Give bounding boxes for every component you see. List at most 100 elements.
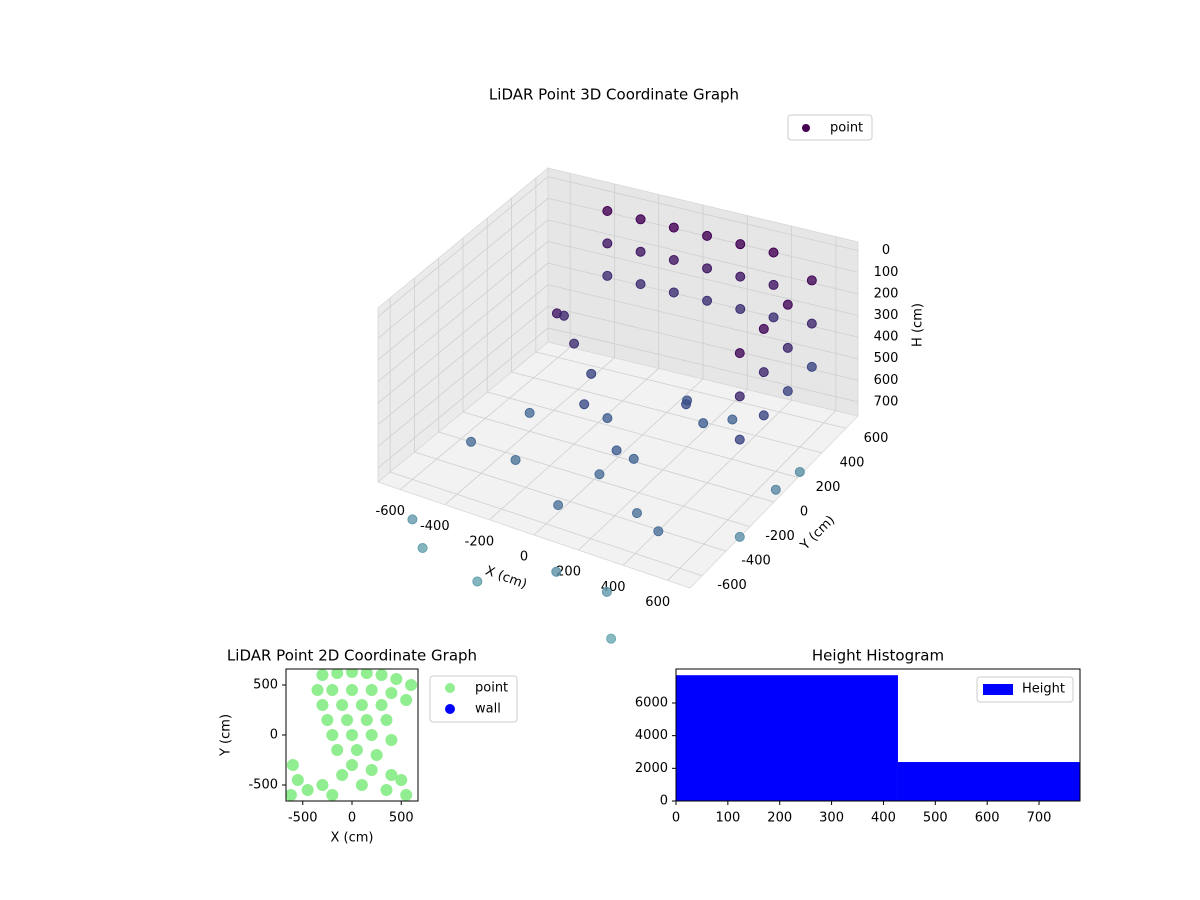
point [316, 699, 329, 711]
z-tick-label: 600 [874, 373, 899, 388]
point [602, 270, 613, 281]
point [466, 436, 477, 447]
chart-title: Height Histogram [812, 647, 944, 665]
point [702, 263, 713, 274]
point [365, 729, 378, 741]
legend-box [976, 676, 1074, 703]
point [524, 407, 535, 418]
point [380, 714, 393, 726]
point [601, 586, 612, 597]
z-tick-label: 0 [882, 243, 890, 258]
y-tick-label: 600 [864, 431, 889, 446]
y-tick-label: 400 [840, 455, 865, 470]
grid-line [511, 371, 823, 454]
point [635, 246, 646, 257]
legend-label: wall [475, 702, 501, 717]
chart-title: LiDAR Point 2D Coordinate Graph [227, 647, 477, 665]
point [350, 744, 363, 756]
point [551, 566, 562, 577]
point [360, 714, 373, 726]
x-axis-label: X (cm) [331, 831, 374, 846]
x-tick-label: 500 [923, 811, 948, 826]
point [806, 361, 817, 372]
z-axis-label: H (cm) [911, 303, 926, 347]
point [727, 414, 738, 425]
point [579, 399, 590, 410]
point [301, 784, 314, 796]
point [558, 310, 569, 321]
point [735, 304, 746, 315]
point [341, 714, 354, 726]
x-tick-label: -400 [420, 519, 450, 534]
point [286, 789, 297, 801]
point [635, 214, 646, 225]
z-tick-label: 100 [874, 265, 899, 280]
y-tick-label: 0 [270, 728, 278, 743]
point [390, 673, 403, 685]
point [668, 287, 679, 298]
point [395, 774, 408, 786]
point [782, 342, 793, 353]
grid-line [377, 176, 549, 317]
grid-line [547, 305, 859, 381]
grid-line [535, 351, 847, 429]
point [794, 466, 805, 477]
x-axis-label: X (cm) [483, 564, 529, 593]
point [702, 230, 713, 241]
point [770, 484, 781, 495]
point [698, 418, 709, 429]
y-tick-label: 4000 [635, 728, 668, 743]
x-tick-label: 300 [819, 811, 844, 826]
point [653, 526, 664, 537]
point [326, 789, 339, 801]
x-tick-label: 0 [348, 811, 356, 826]
point [553, 500, 564, 511]
point [331, 669, 344, 679]
point [407, 514, 418, 525]
grid-line [377, 306, 549, 447]
point [375, 669, 388, 681]
point [668, 222, 679, 233]
x-tick-label: 400 [871, 811, 896, 826]
legend-label: point [830, 121, 863, 136]
point [355, 699, 368, 711]
legend-label: Height [1022, 682, 1065, 697]
point [586, 368, 597, 379]
x-tick-label: 700 [1027, 811, 1052, 826]
point [375, 699, 388, 711]
y-tick-label: 6000 [635, 695, 668, 710]
point [385, 769, 398, 781]
legend-label: point [475, 681, 508, 696]
grid-line [390, 471, 703, 577]
x-tick-label: 200 [556, 565, 581, 580]
grid-line [462, 411, 775, 503]
grid-line [438, 431, 751, 527]
bar [897, 762, 1080, 801]
point [380, 784, 393, 796]
point [602, 206, 613, 217]
y-tick-label: 200 [816, 480, 841, 495]
point [758, 367, 769, 378]
legend-marker [802, 124, 810, 132]
point [635, 279, 646, 290]
y-tick-label: -200 [765, 529, 795, 544]
grid-line [377, 241, 549, 382]
point [286, 759, 299, 771]
point [400, 789, 413, 801]
point [681, 399, 692, 410]
point [346, 669, 358, 678]
grid-line [377, 219, 549, 361]
y-tick-label: 2000 [635, 761, 668, 776]
point [768, 312, 779, 323]
y-tick-label: 0 [800, 505, 808, 520]
point [758, 323, 769, 334]
point [346, 759, 358, 771]
point [768, 279, 779, 290]
point [735, 239, 746, 250]
grid-line [377, 197, 549, 339]
grid-line [547, 327, 859, 403]
point [346, 684, 358, 696]
point [316, 669, 329, 681]
z-tick-label: 500 [874, 351, 899, 366]
y-tick-label: -500 [248, 778, 278, 793]
